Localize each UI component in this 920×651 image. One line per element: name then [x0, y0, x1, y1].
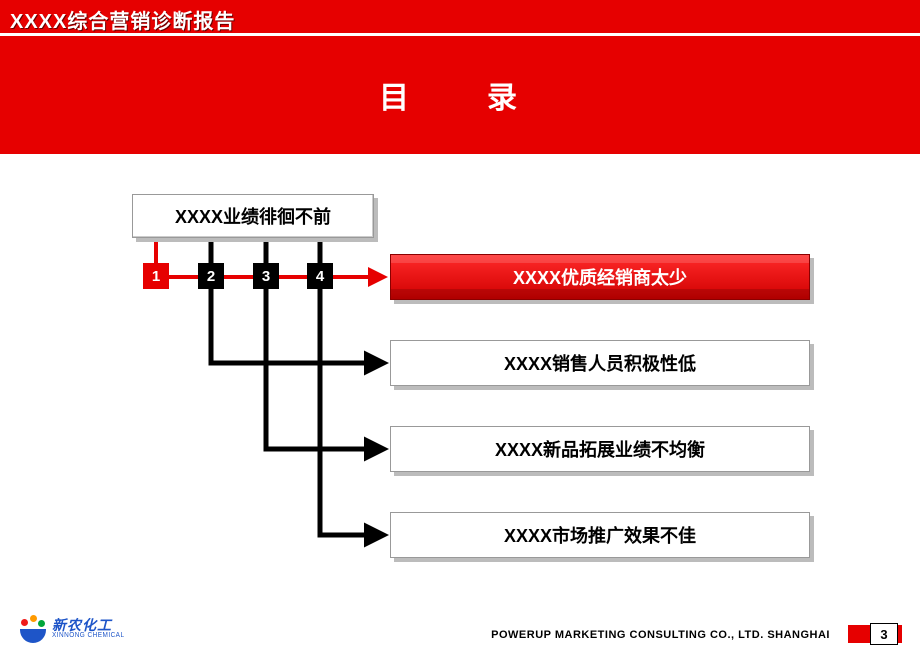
logo-dot-orange — [30, 615, 37, 622]
toc-item-label: XXXX优质经销商太少 — [513, 264, 687, 290]
branch-number-2: 2 — [198, 263, 224, 289]
root-label: XXXX业绩徘徊不前 — [175, 203, 331, 229]
logo-text: 新农化工 XINNONG CHEMICAL — [52, 618, 131, 639]
toc-diagram: XXXX业绩徘徊不前 1 2 3 4 XXXX优质经销商太少 XXXX销售人员积极性低 X… — [0, 154, 920, 594]
footer: 新农化工 XINNONG CHEMICAL POWERUP MARKETING … — [0, 605, 920, 651]
branch-number-3: 3 — [253, 263, 279, 289]
logo-bowl-icon — [20, 629, 46, 643]
company-logo: 新农化工 XINNONG CHEMICAL — [18, 613, 131, 643]
toc-item-label: XXXX销售人员积极性低 — [504, 350, 696, 376]
logo-icon — [18, 613, 48, 643]
toc-item-3: XXXX新品拓展业绩不均衡 — [390, 426, 810, 472]
logo-name-en: XINNONG CHEMICAL — [52, 632, 124, 639]
slide: XXXX综合营销诊断报告 目 录 XXXX业绩徘徊不前 1 2 3 4 XXXX优质经… — [0, 0, 920, 651]
toc-item-label: XXXX市场推广效果不佳 — [504, 522, 696, 548]
toc-heading: 目 录 — [379, 73, 541, 117]
toc-item-4: XXXX市场推广效果不佳 — [390, 512, 810, 558]
copyright-text: POWERUP MARKETING CONSULTING CO., LTD. S… — [491, 629, 830, 641]
toc-item-2: XXXX销售人员积极性低 — [390, 340, 810, 386]
logo-dot-green — [38, 620, 45, 627]
logo-dot-red — [21, 619, 28, 626]
title-bar: XXXX综合营销诊断报告 — [0, 0, 920, 36]
logo-name-cn: 新农化工 — [52, 618, 131, 632]
red-band: 目 录 — [0, 36, 920, 154]
toc-item-1: XXXX优质经销商太少 — [390, 254, 810, 300]
page-number: 3 — [870, 623, 898, 645]
root-box: XXXX业绩徘徊不前 — [132, 194, 374, 238]
toc-item-label: XXXX新品拓展业绩不均衡 — [495, 436, 705, 462]
report-title: XXXX综合营销诊断报告 — [0, 0, 920, 39]
branch-number-4: 4 — [307, 263, 333, 289]
branch-number-1: 1 — [143, 263, 169, 289]
